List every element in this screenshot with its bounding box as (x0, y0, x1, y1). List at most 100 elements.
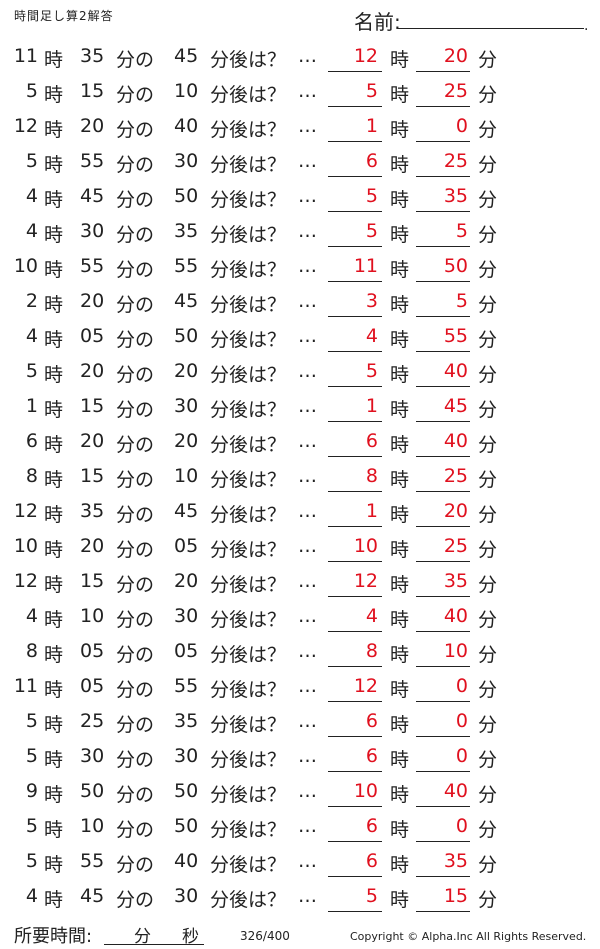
answer-hour-line[interactable] (328, 491, 382, 492)
answer-minute-line[interactable] (416, 351, 470, 352)
answer-hour-line[interactable] (328, 386, 382, 387)
answer-hour-line[interactable] (328, 701, 382, 702)
added-minutes: 55 (174, 675, 199, 697)
answer-minute-line[interactable] (416, 666, 470, 667)
answer-hour-line[interactable] (328, 596, 382, 597)
answer-hour-line[interactable] (328, 281, 382, 282)
answer-hour-line[interactable] (328, 631, 382, 632)
answer-minute: 25 (443, 150, 468, 172)
answer-hour-line[interactable] (328, 106, 382, 107)
answer-hour-unit: 時 (390, 469, 410, 491)
answer-hour: 8 (365, 640, 378, 662)
answer-minute: 5 (455, 290, 468, 312)
answer-minute-line[interactable] (416, 596, 470, 597)
answer-minute-line[interactable] (416, 281, 470, 282)
answer-hour-line[interactable] (328, 736, 382, 737)
answer-hour-line[interactable] (328, 561, 382, 562)
problem-hour: 5 (25, 710, 38, 732)
answer-minute: 40 (443, 430, 468, 452)
answer-hour-line[interactable] (328, 806, 382, 807)
answer-hour-line[interactable] (328, 71, 382, 72)
minutes-after-label: 分後は？ (210, 259, 287, 281)
added-minutes: 30 (174, 150, 199, 172)
answer-hour-line[interactable] (328, 141, 382, 142)
answer-minute-line[interactable] (416, 456, 470, 457)
answer-minute-line[interactable] (416, 71, 470, 72)
minute-of-label: 分の (116, 434, 155, 456)
problem-minute: 20 (80, 360, 105, 382)
minute-of-label: 分の (116, 889, 155, 911)
answer-minute-line[interactable] (416, 701, 470, 702)
minute-of-label: 分の (116, 609, 155, 631)
answer-minute-line[interactable] (416, 911, 470, 912)
minute-of-label: 分の (116, 84, 155, 106)
hour-unit: 時 (44, 749, 64, 771)
answer-hour: 3 (365, 290, 378, 312)
answer-minute-unit: 分 (478, 854, 498, 876)
answer-hour-line[interactable] (328, 421, 382, 422)
answer-minute-line[interactable] (416, 631, 470, 632)
answer-minute-line[interactable] (416, 316, 470, 317)
answer-minute-line[interactable] (416, 561, 470, 562)
problem-row: 4 時 10 分の 30 分後は？… 4 時 40 分 (0, 598, 600, 633)
answer-minute-line[interactable] (416, 736, 470, 737)
answer-minute-line[interactable] (416, 211, 470, 212)
answer-minute-line[interactable] (416, 106, 470, 107)
required-time-line[interactable] (104, 944, 204, 945)
required-time-second-unit: 秒 (182, 927, 199, 947)
minutes-after-label: 分後は？ (210, 609, 287, 631)
problem-hour: 12 (13, 500, 38, 522)
answer-hour: 1 (365, 115, 378, 137)
answer-hour-line[interactable] (328, 176, 382, 177)
answer-hour-line[interactable] (328, 211, 382, 212)
answer-minute-line[interactable] (416, 176, 470, 177)
problem-minute: 30 (80, 220, 105, 242)
hour-unit: 時 (44, 84, 64, 106)
answer-hour: 6 (365, 745, 378, 767)
problem-hour: 5 (25, 360, 38, 382)
ellipsis: … (298, 255, 317, 277)
problem-row: 5 時 20 分の 20 分後は？… 5 時 40 分 (0, 353, 600, 388)
answer-hour-line[interactable] (328, 841, 382, 842)
answer-hour-line[interactable] (328, 316, 382, 317)
problem-row: 1 時 15 分の 30 分後は？… 1 時 45 分 (0, 388, 600, 423)
answer-hour: 10 (353, 780, 378, 802)
answer-hour-line[interactable] (328, 456, 382, 457)
ellipsis: … (298, 675, 317, 697)
answer-minute: 0 (455, 115, 468, 137)
problem-minute: 20 (80, 290, 105, 312)
answer-minute-line[interactable] (416, 806, 470, 807)
answer-minute-line[interactable] (416, 771, 470, 772)
problem-minute: 10 (80, 605, 105, 627)
answer-minute-line[interactable] (416, 876, 470, 877)
answer-hour-unit: 時 (390, 224, 410, 246)
answer-hour-line[interactable] (328, 526, 382, 527)
minute-of-label: 分の (116, 784, 155, 806)
minutes-after-label: 分後は？ (210, 154, 287, 176)
answer-hour-line[interactable] (328, 876, 382, 877)
name-line[interactable] (398, 28, 584, 29)
hour-unit: 時 (44, 294, 64, 316)
answer-hour-line[interactable] (328, 246, 382, 247)
problem-minute: 20 (80, 535, 105, 557)
hour-unit: 時 (44, 329, 64, 351)
answer-hour-line[interactable] (328, 911, 382, 912)
answer-minute-line[interactable] (416, 841, 470, 842)
answer-hour-unit: 時 (390, 434, 410, 456)
answer-minute-line[interactable] (416, 141, 470, 142)
answer-hour-line[interactable] (328, 666, 382, 667)
problem-hour: 1 (25, 395, 38, 417)
answer-hour-line[interactable] (328, 351, 382, 352)
answer-minute-unit: 分 (478, 294, 498, 316)
answer-hour-unit: 時 (390, 399, 410, 421)
answer-hour-line[interactable] (328, 771, 382, 772)
answer-minute-line[interactable] (416, 246, 470, 247)
problem-row: 10 時 20 分の 05 分後は？ … 10 時 25 分 (0, 528, 600, 563)
added-minutes: 55 (174, 255, 199, 277)
answer-minute-line[interactable] (416, 526, 470, 527)
answer-minute-line[interactable] (416, 421, 470, 422)
minute-of-label: 分の (116, 854, 155, 876)
answer-minute-line[interactable] (416, 386, 470, 387)
answer-minute-line[interactable] (416, 491, 470, 492)
hour-unit: 時 (44, 119, 64, 141)
